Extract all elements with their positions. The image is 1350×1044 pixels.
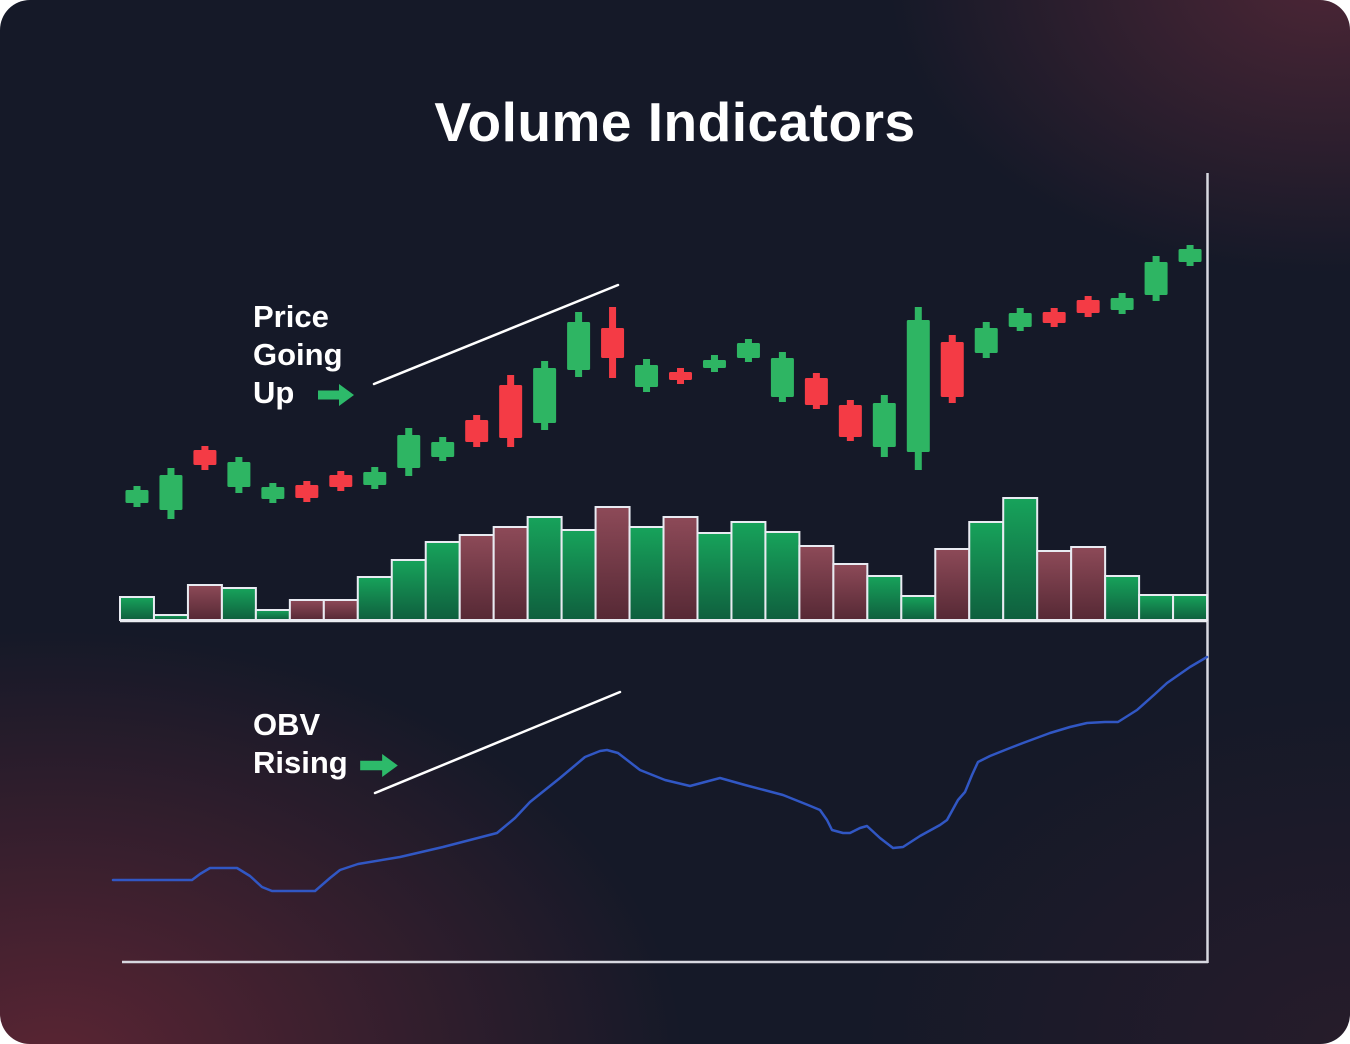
volume-bar xyxy=(1138,594,1175,621)
volume-bar xyxy=(322,599,359,621)
volume-bar xyxy=(458,534,495,621)
candle-body xyxy=(906,320,930,452)
volume-bar xyxy=(254,609,291,621)
candle-body xyxy=(431,442,455,457)
candle-body xyxy=(499,385,523,438)
volume-bar xyxy=(798,545,835,621)
obv-line-chart xyxy=(111,655,1209,893)
volume-bar xyxy=(1036,550,1073,621)
candle-body xyxy=(1042,312,1066,323)
volume-bar xyxy=(186,584,223,621)
trend-line-price-uptrend xyxy=(372,283,620,386)
candle-body xyxy=(227,462,251,487)
candle-body xyxy=(567,322,591,370)
price-candlestick-chart xyxy=(125,245,1202,519)
candle-body xyxy=(736,343,760,358)
volume-bar xyxy=(526,516,563,621)
volume-bar xyxy=(424,541,461,621)
candle-body xyxy=(804,378,828,405)
candle-body xyxy=(159,475,183,510)
price-going-up-annotation: Price Going Up xyxy=(253,298,355,412)
candle-body xyxy=(872,403,896,447)
candle-body xyxy=(940,342,964,397)
right-arrow-icon xyxy=(318,384,355,406)
volume-bar xyxy=(764,531,801,621)
candle-body xyxy=(1144,262,1168,295)
annotation-text: Going xyxy=(253,337,343,372)
candle-body xyxy=(635,365,659,387)
volume-bar xyxy=(220,587,257,621)
volume-bar xyxy=(662,516,699,621)
candle-body xyxy=(193,450,217,465)
obv-rising-annotation: OBV Rising xyxy=(253,706,398,782)
volume-bar xyxy=(900,595,937,621)
candle-body xyxy=(295,485,319,498)
volume-bar xyxy=(288,599,325,621)
candle-body xyxy=(261,487,285,499)
candle-body xyxy=(1110,298,1134,310)
candle-body xyxy=(702,360,726,368)
annotation-text: Rising xyxy=(253,745,348,780)
volume-bar xyxy=(1002,497,1039,621)
volume-bar-chart xyxy=(119,497,1209,621)
candle-body xyxy=(1008,313,1032,327)
page-title: Volume Indicators xyxy=(434,91,916,153)
volume-bar xyxy=(730,521,767,621)
volume-bar xyxy=(119,596,155,621)
candle-body xyxy=(601,328,625,358)
volume-bar xyxy=(152,614,189,621)
annotation-text: OBV xyxy=(253,707,321,742)
candle-body xyxy=(125,490,149,503)
candle-body xyxy=(974,328,998,353)
volume-bar xyxy=(1172,594,1209,621)
candle-body xyxy=(770,358,794,397)
volume-bar xyxy=(832,563,869,621)
candle-body xyxy=(1178,249,1202,262)
candle-body xyxy=(669,372,693,380)
volume-bar xyxy=(356,576,393,621)
candle-body xyxy=(838,405,862,437)
annotation-text: Up xyxy=(253,375,295,410)
volume-bar xyxy=(560,529,597,621)
trend-line-obv-uptrend xyxy=(373,690,622,795)
candle-body xyxy=(533,368,557,423)
volume-bar xyxy=(492,526,529,621)
volume-bar xyxy=(594,506,631,621)
volume-bar xyxy=(628,526,665,621)
annotation-text: Price xyxy=(253,299,329,334)
obv-line xyxy=(111,655,1209,893)
candle-body xyxy=(363,472,387,485)
trend-lines xyxy=(372,283,622,795)
volume-bar xyxy=(968,521,1005,621)
volume-bar xyxy=(1104,575,1141,621)
volume-bar xyxy=(696,532,733,621)
candle-body xyxy=(397,435,421,468)
volume-bar xyxy=(934,548,971,621)
volume-bar xyxy=(390,559,427,621)
right-arrow-icon xyxy=(359,753,398,777)
candle-body xyxy=(1076,300,1100,313)
candle-body xyxy=(329,475,353,487)
candle-body xyxy=(465,420,489,442)
volume-bar xyxy=(1070,546,1107,621)
volume-bar xyxy=(866,575,903,621)
